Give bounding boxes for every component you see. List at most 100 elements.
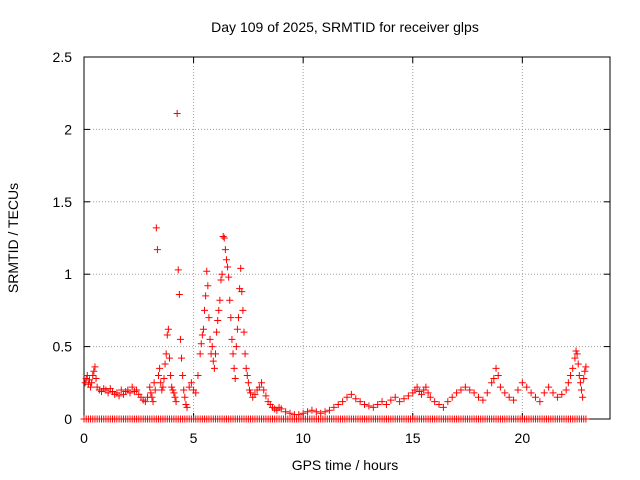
data-point bbox=[238, 288, 246, 296]
data-point bbox=[226, 296, 234, 304]
data-point bbox=[299, 409, 307, 417]
data-point bbox=[461, 383, 469, 391]
data-point-zero bbox=[582, 415, 590, 423]
data-point bbox=[282, 408, 290, 416]
data-point bbox=[153, 246, 161, 254]
data-point bbox=[387, 396, 395, 404]
data-point bbox=[158, 386, 166, 394]
data-point bbox=[194, 372, 202, 380]
data-point bbox=[198, 331, 206, 339]
y-tick-label: 0.5 bbox=[53, 339, 73, 355]
data-point bbox=[457, 386, 465, 394]
data-point bbox=[361, 401, 369, 409]
data-point bbox=[241, 350, 249, 358]
data-point bbox=[531, 393, 539, 401]
data-point bbox=[128, 383, 136, 391]
data-point bbox=[277, 405, 285, 413]
data-point bbox=[247, 389, 255, 397]
data-point bbox=[175, 290, 183, 298]
data-point bbox=[216, 296, 224, 304]
data-point bbox=[444, 398, 452, 406]
data-point bbox=[567, 372, 575, 380]
data-point bbox=[167, 372, 175, 380]
data-point bbox=[90, 367, 98, 375]
data-point bbox=[170, 389, 178, 397]
data-point bbox=[578, 386, 586, 394]
data-point bbox=[209, 357, 217, 365]
data-point bbox=[149, 398, 157, 406]
data-point bbox=[431, 398, 439, 406]
data-point bbox=[205, 314, 213, 322]
data-point bbox=[382, 401, 390, 409]
data-point bbox=[321, 408, 329, 416]
data-point bbox=[187, 379, 195, 387]
data-point bbox=[260, 386, 268, 394]
x-tick-label: 0 bbox=[80, 430, 88, 446]
data-point bbox=[201, 306, 209, 314]
data-point bbox=[352, 395, 360, 403]
data-point bbox=[518, 379, 526, 387]
data-point bbox=[501, 389, 509, 397]
data-point bbox=[317, 409, 325, 417]
grid bbox=[84, 57, 610, 419]
data-point bbox=[185, 383, 193, 391]
data-point bbox=[549, 389, 557, 397]
data-point bbox=[173, 109, 181, 117]
data-point bbox=[174, 266, 182, 274]
data-point bbox=[422, 383, 430, 391]
plot-background bbox=[84, 57, 610, 419]
data-point bbox=[479, 396, 487, 404]
data-point bbox=[225, 273, 233, 281]
data-point bbox=[510, 396, 518, 404]
data-point bbox=[224, 263, 232, 271]
x-tick-label: 15 bbox=[405, 430, 421, 446]
data-point bbox=[156, 364, 164, 372]
data-point bbox=[494, 372, 502, 380]
data-point bbox=[304, 408, 312, 416]
data-point bbox=[164, 325, 172, 333]
data-point bbox=[203, 267, 211, 275]
data-point bbox=[255, 383, 263, 391]
data-point bbox=[413, 383, 421, 391]
data-point bbox=[202, 292, 210, 300]
data-point bbox=[219, 233, 227, 241]
data-point bbox=[172, 398, 180, 406]
data-point bbox=[483, 389, 491, 397]
data-point bbox=[208, 343, 216, 351]
data-point bbox=[152, 224, 160, 232]
data-point bbox=[115, 392, 123, 400]
data-point bbox=[286, 409, 294, 417]
data-point bbox=[150, 379, 158, 387]
data-point bbox=[176, 335, 184, 343]
data-point bbox=[168, 383, 176, 391]
data-point bbox=[104, 389, 112, 397]
data-point bbox=[492, 364, 500, 372]
data-point bbox=[435, 401, 443, 409]
data-point bbox=[496, 383, 504, 391]
x-tick-labels: 0 5 10 15 20 bbox=[80, 430, 530, 446]
data-point bbox=[192, 389, 200, 397]
data-point bbox=[579, 393, 587, 401]
data-point bbox=[217, 276, 225, 284]
data-point bbox=[572, 347, 580, 355]
data-point bbox=[179, 372, 187, 380]
data-point bbox=[133, 386, 141, 394]
data-point bbox=[160, 374, 168, 382]
data-point bbox=[569, 364, 577, 372]
data-point bbox=[448, 393, 456, 401]
data-point bbox=[527, 389, 535, 397]
data-point bbox=[126, 389, 134, 397]
data-point bbox=[221, 246, 229, 254]
data-point bbox=[243, 372, 251, 380]
data-point bbox=[575, 372, 583, 380]
data-point bbox=[312, 408, 320, 416]
data-point bbox=[141, 398, 149, 406]
data-point bbox=[536, 398, 544, 406]
data-point bbox=[239, 306, 247, 314]
data-point bbox=[564, 379, 572, 387]
data-point bbox=[89, 372, 97, 380]
data-point bbox=[235, 314, 243, 322]
data-point bbox=[490, 374, 498, 382]
data-point bbox=[553, 393, 561, 401]
